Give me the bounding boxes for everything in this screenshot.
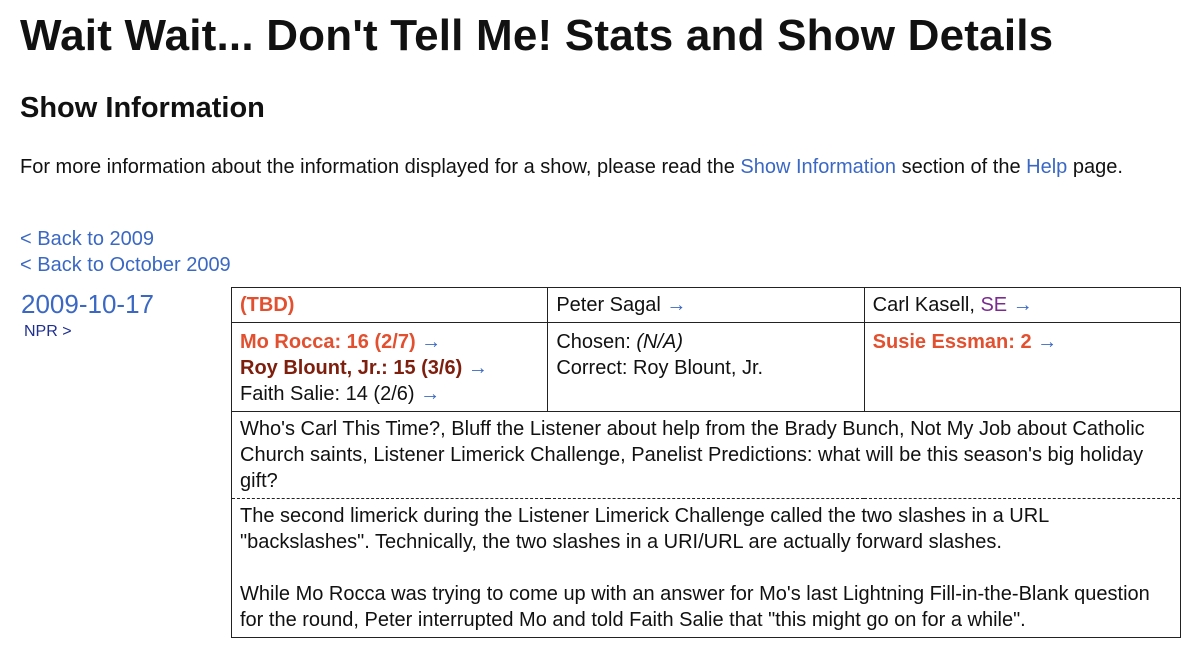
show-date-link[interactable]: 2009-10-17 — [21, 289, 154, 319]
show-scores-row: Mo Rocca: 16 (2/7) → Roy Blount, Jr.: 15… — [230, 322, 1182, 412]
npr-link[interactable]: NPR > — [24, 323, 72, 340]
intro-text-1: For more information about the informati… — [20, 156, 741, 178]
scorekeeper-name: Carl Kasell, — [872, 294, 981, 316]
location-cell: (TBD) — [230, 287, 549, 323]
host-name: Peter Sagal — [556, 294, 661, 316]
guest-cell: Susie Essman: 2 → — [863, 322, 1182, 412]
show-location: (TBD) — [240, 294, 295, 316]
description-row: Who's Carl This Time?, Bluff the Listene… — [231, 411, 1181, 499]
show-information-link[interactable]: Show Information — [740, 156, 897, 178]
show-notes: The second limerick during the Listener … — [240, 503, 1172, 633]
panelist-item: Mo Rocca: 16 (2/7) → — [240, 329, 539, 355]
bluff-correct: Correct: Roy Blount, Jr. — [556, 357, 764, 379]
panelist-arrow-link[interactable]: → — [421, 331, 442, 353]
section-title: Show Information — [20, 92, 265, 124]
intro-paragraph: For more information about the informati… — [20, 154, 1160, 180]
panelists-cell: Mo Rocca: 16 (2/7) → Roy Blount, Jr.: 15… — [230, 322, 549, 412]
bluff-chosen-label: Chosen: — [556, 331, 637, 353]
page-title: Wait Wait... Don't Tell Me! Stats and Sh… — [20, 11, 1054, 60]
show-notes-cell: The second limerick during the Listener … — [231, 498, 1181, 638]
bluff-cell: Chosen: (N/A) Correct: Roy Blount, Jr. — [547, 322, 865, 412]
panelist-score: Faith Salie: 14 (2/6) — [240, 383, 415, 405]
show-note: The second limerick during the Listener … — [240, 505, 1049, 553]
scorekeeper-arrow-link[interactable]: → — [1012, 294, 1033, 316]
bluff-chosen-value: (N/A) — [636, 331, 684, 353]
host-cell: Peter Sagal → — [547, 287, 865, 323]
back-to-month-link[interactable]: < Back to October 2009 — [20, 254, 231, 276]
panelist-item: Faith Salie: 14 (2/6) → — [240, 381, 539, 407]
bluff-chosen: Chosen: (N/A) — [556, 329, 855, 355]
notes-row: The second limerick during the Listener … — [231, 498, 1181, 638]
show-description: Who's Carl This Time?, Bluff the Listene… — [231, 411, 1181, 499]
back-to-year-link[interactable]: < Back to 2009 — [20, 228, 154, 250]
show-details-table: (TBD) Peter Sagal → Carl Kasell, SE → Mo… — [230, 287, 1182, 638]
panelist-score-winner: Mo Rocca: 16 (2/7) — [240, 331, 416, 353]
help-link[interactable]: Help — [1026, 156, 1068, 178]
host-arrow-link[interactable]: → — [666, 294, 687, 316]
show-header-row: (TBD) Peter Sagal → Carl Kasell, SE → — [230, 287, 1182, 323]
intro-text-2: section of the — [896, 156, 1027, 178]
panelist-arrow-link[interactable]: → — [420, 383, 441, 405]
guest-arrow-link[interactable]: → — [1037, 331, 1058, 353]
guest-score: Susie Essman: 2 — [872, 331, 1032, 353]
panelist-score-second: Roy Blount, Jr.: 15 (3/6) — [240, 357, 463, 379]
panelist-item: Roy Blount, Jr.: 15 (3/6) → — [240, 355, 539, 381]
show-note: While Mo Rocca was trying to come up wit… — [240, 583, 1150, 631]
scorekeeper-suffix: SE — [980, 294, 1008, 316]
intro-text-3: page. — [1067, 156, 1123, 178]
panelist-arrow-link[interactable]: → — [467, 357, 488, 379]
scorekeeper-cell: Carl Kasell, SE → — [863, 287, 1182, 323]
